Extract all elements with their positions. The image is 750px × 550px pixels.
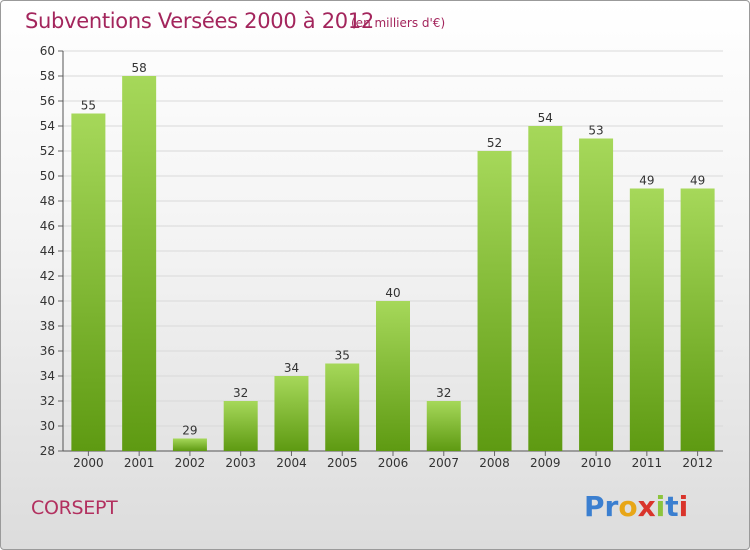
bar-value-label: 55 bbox=[81, 99, 96, 113]
chart-title: Subventions Versées 2000 à 2012 bbox=[25, 9, 374, 33]
proxiti-logo[interactable]: Proxiti bbox=[584, 490, 688, 523]
bar-value-label: 54 bbox=[538, 111, 553, 125]
logo-letter: r bbox=[604, 490, 619, 523]
x-tick-label: 2007 bbox=[428, 456, 459, 470]
y-tick-label: 50 bbox=[40, 169, 55, 183]
x-tick-label: 2000 bbox=[73, 456, 104, 470]
y-tick-label: 60 bbox=[40, 44, 55, 58]
y-tick-label: 54 bbox=[40, 119, 55, 133]
x-tick-label: 2006 bbox=[378, 456, 409, 470]
x-tick-label: 2001 bbox=[124, 456, 155, 470]
x-tick-label: 2003 bbox=[225, 456, 256, 470]
bar-value-label: 34 bbox=[284, 361, 299, 375]
x-tick-label: 2009 bbox=[530, 456, 561, 470]
bar bbox=[172, 438, 207, 451]
x-tick-label: 2005 bbox=[327, 456, 358, 470]
logo-letter: o bbox=[618, 490, 638, 523]
bar-value-label: 52 bbox=[487, 136, 502, 150]
x-tick-label: 2010 bbox=[581, 456, 612, 470]
bar bbox=[274, 376, 309, 451]
y-tick-label: 36 bbox=[40, 344, 55, 358]
y-tick-label: 56 bbox=[40, 94, 55, 108]
bar bbox=[325, 363, 360, 451]
bar bbox=[223, 401, 258, 451]
bar bbox=[680, 188, 715, 451]
bar-value-label: 58 bbox=[132, 61, 147, 75]
x-tick-label: 2002 bbox=[175, 456, 206, 470]
bar-value-label: 49 bbox=[690, 174, 705, 188]
y-tick-label: 46 bbox=[40, 219, 55, 233]
bar-value-label: 40 bbox=[385, 286, 400, 300]
commune-name: CORSEPT bbox=[31, 497, 118, 519]
unit-note: (en milliers d'€) bbox=[351, 16, 446, 30]
y-tick-label: 40 bbox=[40, 294, 55, 308]
y-tick-label: 38 bbox=[40, 319, 55, 333]
bar-value-label: 53 bbox=[588, 124, 603, 138]
y-tick-label: 32 bbox=[40, 394, 55, 408]
logo-letter: i bbox=[655, 490, 666, 523]
bar bbox=[376, 301, 410, 451]
x-tick-label: 2004 bbox=[276, 456, 307, 470]
bar-value-label: 29 bbox=[182, 424, 197, 438]
bar-value-label: 49 bbox=[639, 174, 654, 188]
y-tick-label: 58 bbox=[40, 69, 55, 83]
bar-value-label: 32 bbox=[436, 386, 451, 400]
bar bbox=[122, 76, 157, 451]
bar bbox=[579, 138, 614, 451]
y-tick-label: 44 bbox=[40, 244, 55, 258]
logo-letter: i bbox=[678, 490, 689, 523]
y-tick-label: 52 bbox=[40, 144, 55, 158]
y-tick-label: 48 bbox=[40, 194, 55, 208]
y-tick-label: 28 bbox=[40, 444, 55, 458]
logo-letter: x bbox=[637, 490, 656, 523]
x-tick-label: 2012 bbox=[682, 456, 713, 470]
bar bbox=[426, 401, 461, 451]
bar-value-label: 32 bbox=[233, 386, 248, 400]
logo-letter: t bbox=[665, 490, 679, 523]
bar bbox=[629, 188, 664, 451]
logo-letter: P bbox=[584, 490, 605, 523]
x-tick-label: 2008 bbox=[479, 456, 510, 470]
y-tick-label: 34 bbox=[40, 369, 55, 383]
bar bbox=[528, 126, 563, 451]
y-tick-label: 42 bbox=[40, 269, 55, 283]
bar-value-label: 35 bbox=[335, 349, 350, 363]
bar bbox=[477, 151, 512, 451]
y-tick-label: 30 bbox=[40, 419, 55, 433]
x-tick-label: 2011 bbox=[632, 456, 663, 470]
bar bbox=[71, 113, 106, 451]
